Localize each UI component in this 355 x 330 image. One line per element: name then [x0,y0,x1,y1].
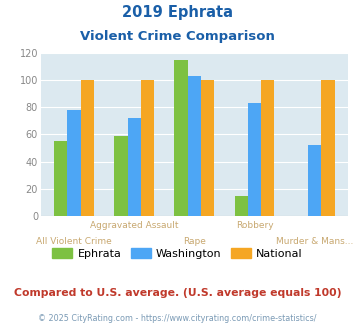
Text: Robbery: Robbery [236,221,273,230]
Bar [54,141,67,216]
Bar [114,136,127,216]
Bar [81,80,94,216]
Text: Murder & Mans...: Murder & Mans... [276,237,354,246]
Text: Rape: Rape [183,237,206,246]
Bar [141,80,154,216]
Bar [235,196,248,216]
Bar [201,80,214,216]
Text: Compared to U.S. average. (U.S. average equals 100): Compared to U.S. average. (U.S. average … [14,288,341,298]
Text: Violent Crime Comparison: Violent Crime Comparison [80,30,275,43]
Bar [261,80,274,216]
Bar [188,76,201,216]
Text: Aggravated Assault: Aggravated Assault [90,221,179,230]
Text: © 2025 CityRating.com - https://www.cityrating.com/crime-statistics/: © 2025 CityRating.com - https://www.city… [38,314,317,323]
Bar [67,110,81,216]
Legend: Ephrata, Washington, National: Ephrata, Washington, National [48,244,307,263]
Bar [308,145,321,216]
Bar [321,80,335,216]
Bar [127,118,141,216]
Text: 2019 Ephrata: 2019 Ephrata [122,5,233,20]
Bar [175,60,188,216]
Text: All Violent Crime: All Violent Crime [36,237,112,246]
Bar [248,103,261,216]
